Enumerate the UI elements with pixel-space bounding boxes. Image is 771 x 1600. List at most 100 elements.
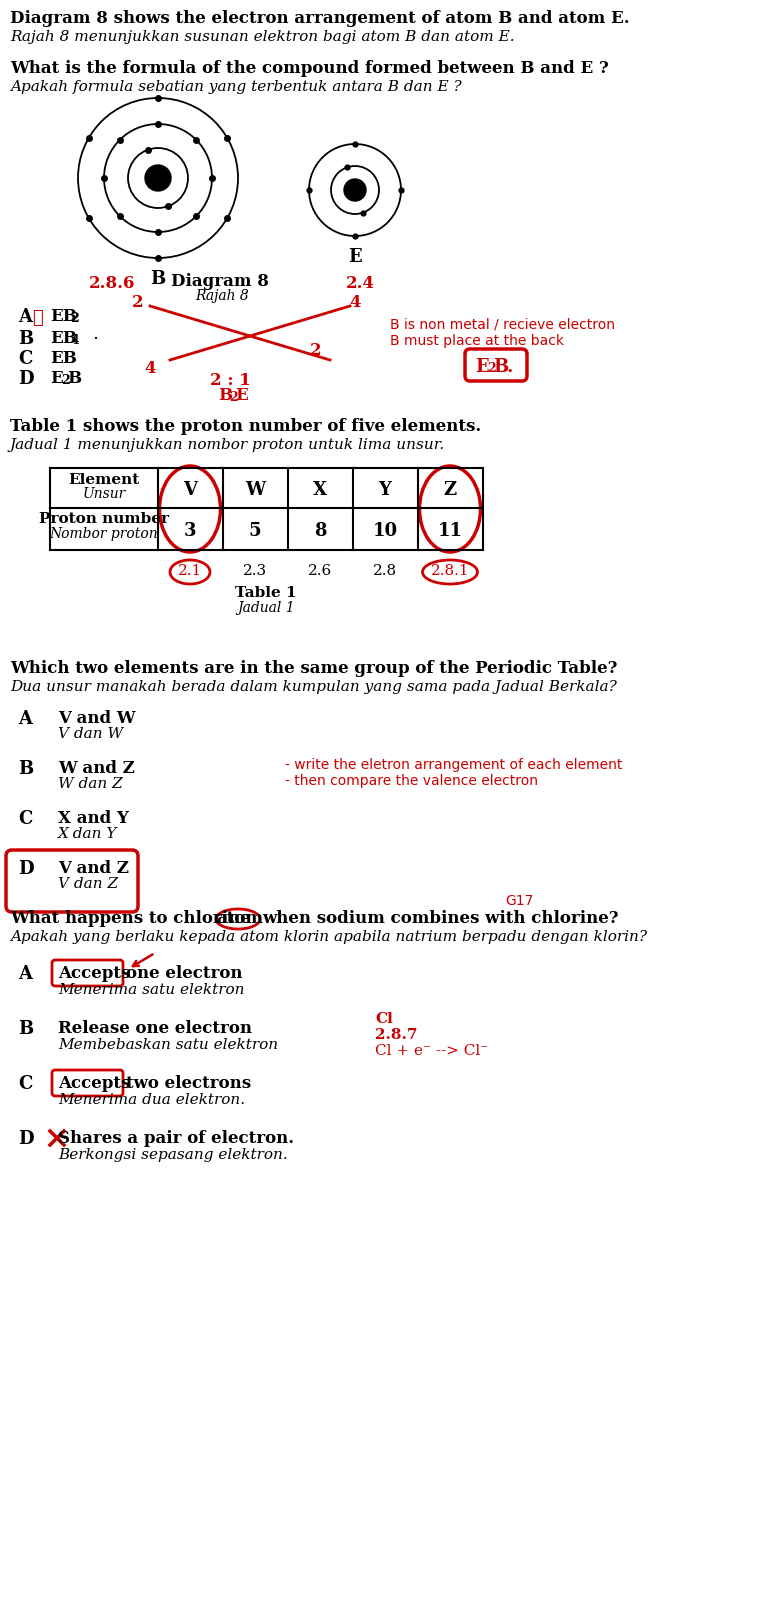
Text: X: X (313, 482, 327, 499)
Text: B: B (18, 1021, 33, 1038)
Text: B: B (218, 387, 232, 403)
Text: W and Z: W and Z (58, 760, 135, 778)
Text: D: D (18, 1130, 34, 1149)
Text: - write the eletron arrangement of each element: - write the eletron arrangement of each … (285, 758, 622, 773)
Text: atom: atom (216, 910, 263, 926)
Text: Y: Y (379, 482, 392, 499)
Text: X dan Y: X dan Y (58, 827, 117, 842)
Text: Proton number: Proton number (39, 512, 169, 526)
Text: What happens to chlorine: What happens to chlorine (10, 910, 251, 926)
Text: ·: · (92, 330, 98, 349)
Text: 2: 2 (132, 294, 144, 310)
Text: Jadual 1 menunjukkan nombor proton untuk lima unsur.: Jadual 1 menunjukkan nombor proton untuk… (10, 438, 445, 451)
Text: Release one electron: Release one electron (58, 1021, 252, 1037)
Text: 2.1: 2.1 (178, 565, 202, 578)
Text: What is the formula of the compound formed between B and E ?: What is the formula of the compound form… (10, 59, 609, 77)
Text: 2.8.1: 2.8.1 (431, 565, 470, 578)
Text: 2: 2 (70, 312, 79, 325)
Text: Accepts: Accepts (58, 1075, 130, 1091)
Text: A: A (18, 710, 32, 728)
Text: C: C (18, 810, 32, 829)
Text: Cl: Cl (375, 1013, 393, 1026)
Circle shape (145, 165, 171, 190)
Text: 10: 10 (372, 522, 398, 541)
Text: A: A (18, 307, 32, 326)
Text: Shares a pair of electron.: Shares a pair of electron. (58, 1130, 294, 1147)
Text: X and Y: X and Y (58, 810, 129, 827)
Text: D: D (18, 861, 34, 878)
Text: two electrons: two electrons (126, 1075, 251, 1091)
Text: Rajah 8 menunjukkan susunan elektron bagi atom B dan atom E.: Rajah 8 menunjukkan susunan elektron bag… (10, 30, 514, 43)
Text: V dan Z: V dan Z (58, 877, 118, 891)
Text: B: B (18, 760, 33, 778)
Text: Apakah formula sebatian yang terbentuk antara B dan E ?: Apakah formula sebatian yang terbentuk a… (10, 80, 462, 94)
Text: E: E (475, 358, 489, 376)
Text: 2.3: 2.3 (243, 565, 267, 578)
Text: V and W: V and W (58, 710, 136, 726)
Circle shape (344, 179, 366, 202)
Text: Jadual 1: Jadual 1 (237, 602, 295, 614)
Text: Rajah 8: Rajah 8 (195, 290, 249, 302)
Text: B: B (67, 370, 81, 387)
Text: 8: 8 (314, 522, 326, 541)
Text: Element: Element (69, 474, 140, 486)
Text: 3: 3 (183, 522, 197, 541)
Text: 2 : 1: 2 : 1 (210, 371, 251, 389)
Text: 2: 2 (487, 362, 496, 374)
Text: Accepts: Accepts (58, 965, 130, 982)
Text: B: B (150, 270, 166, 288)
Text: 4: 4 (349, 294, 361, 310)
Text: 2: 2 (310, 342, 322, 358)
Text: Table 1 shows the proton number of five elements.: Table 1 shows the proton number of five … (10, 418, 481, 435)
Text: EB: EB (50, 307, 77, 325)
Text: Z: Z (443, 482, 456, 499)
Text: D: D (18, 370, 34, 387)
Text: 4: 4 (70, 334, 79, 347)
Text: Dua unsur manakah berada dalam kumpulan yang sama pada Jadual Berkala?: Dua unsur manakah berada dalam kumpulan … (10, 680, 617, 694)
Text: EB: EB (50, 330, 77, 347)
Text: Cl + e⁻ --> Cl⁻: Cl + e⁻ --> Cl⁻ (375, 1043, 488, 1058)
Text: Berkongsi sepasang elektron.: Berkongsi sepasang elektron. (58, 1149, 288, 1162)
Text: E: E (235, 387, 247, 403)
Text: Nombor proton: Nombor proton (49, 526, 158, 541)
Text: Diagram 8: Diagram 8 (171, 274, 269, 290)
Text: when sodium combines with chlorine?: when sodium combines with chlorine? (262, 910, 618, 926)
Text: 2.8.7: 2.8.7 (375, 1029, 418, 1042)
Text: Apakah yang berlaku kepada atom klorin apabila natrium berpadu dengan klorin?: Apakah yang berlaku kepada atom klorin a… (10, 930, 647, 944)
Text: B must place at the back: B must place at the back (390, 334, 564, 349)
Text: Menerima satu elektron: Menerima satu elektron (58, 982, 244, 997)
Text: E: E (348, 248, 362, 266)
Text: Unsur: Unsur (82, 486, 126, 501)
Text: 2.8: 2.8 (373, 565, 397, 578)
Text: 11: 11 (437, 522, 463, 541)
Text: Table 1: Table 1 (235, 586, 297, 600)
Text: 2: 2 (229, 390, 237, 403)
Text: Diagram 8 shows the electron arrangement of atom B and atom E.: Diagram 8 shows the electron arrangement… (10, 10, 630, 27)
Text: B is non metal / recieve electron: B is non metal / recieve electron (390, 318, 615, 333)
Text: E: E (50, 370, 62, 387)
Text: C: C (18, 1075, 32, 1093)
Text: W dan Z: W dan Z (58, 778, 123, 790)
Text: ✓: ✓ (32, 309, 42, 326)
Text: EB: EB (50, 350, 77, 366)
Text: V: V (183, 482, 197, 499)
Text: Membebaskan satu elektron: Membebaskan satu elektron (58, 1038, 278, 1053)
Text: 4: 4 (144, 360, 156, 378)
Text: 2: 2 (61, 374, 69, 387)
Text: .: . (507, 358, 513, 376)
Text: Which two elements are in the same group of the Periodic Table?: Which two elements are in the same group… (10, 659, 618, 677)
Text: V dan W: V dan W (58, 726, 123, 741)
Text: 2.6: 2.6 (308, 565, 332, 578)
Text: one electron: one electron (126, 965, 243, 982)
Text: 2.8.6: 2.8.6 (89, 275, 135, 291)
Text: Menerima dua elektron.: Menerima dua elektron. (58, 1093, 245, 1107)
Text: 5: 5 (249, 522, 261, 541)
Text: A: A (18, 965, 32, 982)
Text: W: W (245, 482, 265, 499)
Text: - then compare the valence electron: - then compare the valence electron (285, 774, 538, 787)
Text: V and Z: V and Z (58, 861, 129, 877)
Text: B: B (18, 330, 33, 349)
Text: 2.4: 2.4 (345, 275, 375, 291)
Text: C: C (18, 350, 32, 368)
Text: B: B (493, 358, 508, 376)
